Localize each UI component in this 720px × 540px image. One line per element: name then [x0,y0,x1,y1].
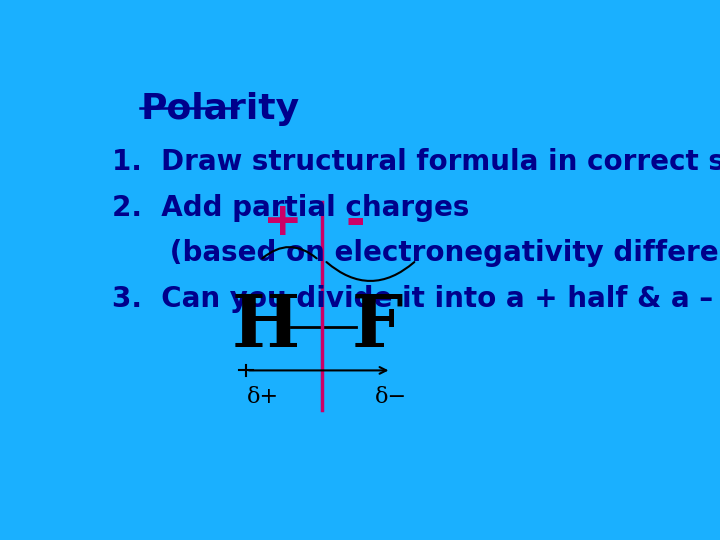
Text: 3.  Can you divide it into a + half & a – half?: 3. Can you divide it into a + half & a –… [112,285,720,313]
Text: 1.  Draw structural formula in correct shape;: 1. Draw structural formula in correct sh… [112,148,720,176]
Text: (based on electronegativity difference);: (based on electronegativity difference); [112,239,720,267]
Text: H: H [232,291,300,362]
Text: F: F [351,291,403,362]
Text: -: - [345,200,365,245]
Text: δ+: δ+ [247,386,279,408]
Text: +: + [263,200,302,245]
Text: δ−: δ− [375,386,408,408]
Text: 2.  Add partial charges: 2. Add partial charges [112,194,469,222]
Text: Polarity: Polarity [140,92,300,126]
